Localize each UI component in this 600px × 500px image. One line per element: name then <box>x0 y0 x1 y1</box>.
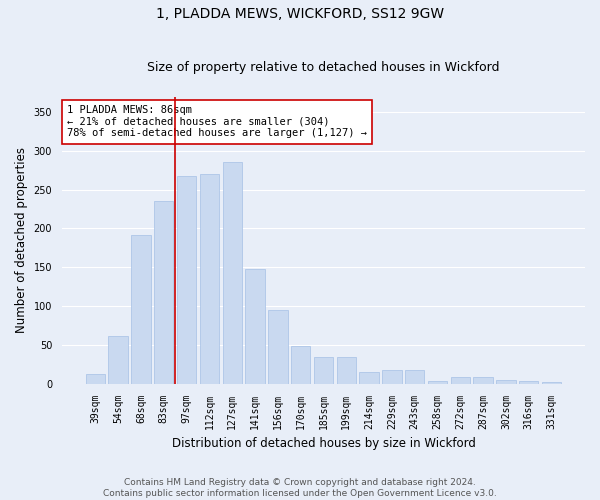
Bar <box>451 376 470 384</box>
Bar <box>428 380 447 384</box>
Bar <box>223 162 242 384</box>
Bar <box>86 374 105 384</box>
Bar <box>405 370 424 384</box>
Title: Size of property relative to detached houses in Wickford: Size of property relative to detached ho… <box>147 62 500 74</box>
Bar <box>473 378 493 384</box>
Bar <box>519 380 538 384</box>
Bar <box>268 310 287 384</box>
Bar <box>359 372 379 384</box>
Bar <box>337 356 356 384</box>
Text: 1, PLADDA MEWS, WICKFORD, SS12 9GW: 1, PLADDA MEWS, WICKFORD, SS12 9GW <box>156 8 444 22</box>
Text: 1 PLADDA MEWS: 86sqm
← 21% of detached houses are smaller (304)
78% of semi-deta: 1 PLADDA MEWS: 86sqm ← 21% of detached h… <box>67 105 367 138</box>
Bar <box>382 370 401 384</box>
Bar <box>291 346 310 384</box>
Bar <box>245 269 265 384</box>
Bar <box>542 382 561 384</box>
Bar <box>496 380 515 384</box>
Bar <box>131 234 151 384</box>
Bar <box>109 336 128 384</box>
X-axis label: Distribution of detached houses by size in Wickford: Distribution of detached houses by size … <box>172 437 475 450</box>
Bar <box>154 200 173 384</box>
Bar <box>177 176 196 384</box>
Text: Contains HM Land Registry data © Crown copyright and database right 2024.
Contai: Contains HM Land Registry data © Crown c… <box>103 478 497 498</box>
Bar <box>314 356 333 384</box>
Bar <box>200 174 219 384</box>
Y-axis label: Number of detached properties: Number of detached properties <box>15 147 28 333</box>
